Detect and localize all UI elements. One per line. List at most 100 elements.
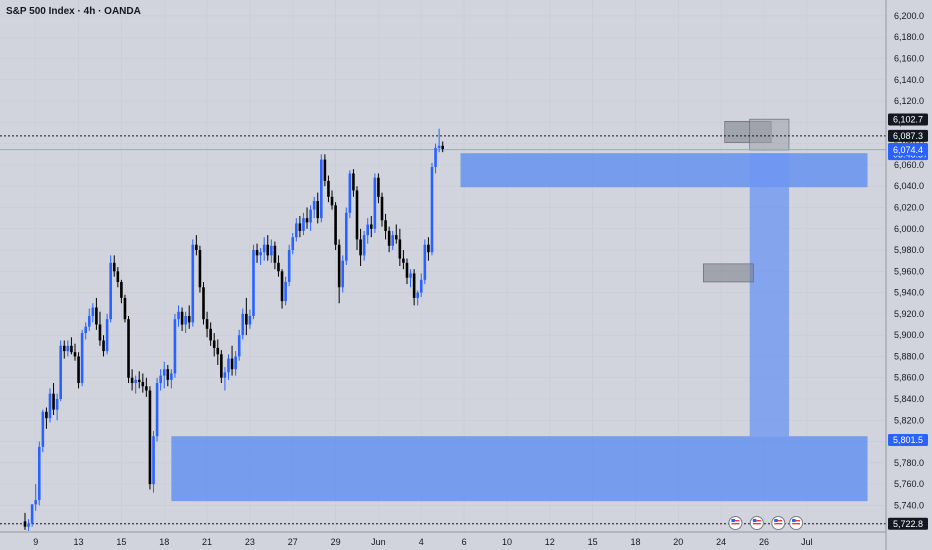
time-tick-label: 18 (630, 537, 640, 547)
candle-body (41, 411, 45, 447)
supply-zone[interactable] (460, 153, 868, 188)
price-tick-label: 6,200.0 (894, 11, 924, 21)
candle-body (84, 326, 87, 334)
time-tick-label: 10 (502, 537, 512, 547)
candle-body (227, 358, 230, 373)
economic-event-icon[interactable] (749, 516, 764, 530)
candle-body (309, 209, 312, 223)
candle-body (327, 180, 330, 197)
candle-body (80, 333, 84, 384)
candle-body (409, 273, 412, 278)
time-tick-label: Jun (371, 537, 386, 547)
candle-body (337, 244, 341, 288)
time-tick-label: 6 (462, 537, 467, 547)
candle-body (270, 245, 273, 256)
candle-body (266, 244, 270, 256)
candle-body (284, 281, 287, 302)
candle-body (305, 218, 309, 223)
candle-body (373, 177, 377, 229)
price-tick-label: 6,040.0 (894, 181, 924, 191)
time-tick-label: 15 (116, 537, 126, 547)
price-tick-label: 6,020.0 (894, 202, 924, 212)
chart-title: S&P 500 Index · 4h · OANDA (6, 6, 141, 17)
candle-body (34, 500, 38, 505)
candle-body (127, 319, 130, 378)
candle-body (173, 319, 177, 374)
candle-body (377, 177, 380, 197)
price-tick-label: 6,140.0 (894, 75, 924, 85)
candle-body (320, 159, 323, 219)
candle-body (230, 358, 234, 370)
time-tick-label: 18 (159, 537, 169, 547)
candle-body (87, 316, 91, 327)
grey-top-box-right[interactable] (749, 118, 790, 151)
svg-text:6,074.4: 6,074.4 (893, 145, 923, 155)
grey-mid-box[interactable] (702, 263, 754, 283)
candle-body (116, 271, 120, 282)
demand-zone[interactable] (171, 436, 868, 502)
candle-body (148, 390, 152, 485)
candle-body (259, 252, 262, 256)
time-tick-label: 29 (331, 537, 341, 547)
candle-body (394, 235, 398, 240)
candle-body (252, 250, 255, 317)
price-tick-label: 5,880.0 (894, 351, 924, 361)
economic-event-icon[interactable] (771, 516, 786, 530)
time-axis[interactable]: 9 13 15 18 21 23 27 29 Jun 4 6 10 12 15 18 20 24 26 Jul (33, 537, 812, 547)
candle-body (55, 399, 59, 410)
candle-body (112, 262, 116, 272)
candle-body (209, 328, 212, 341)
candle-body (341, 260, 345, 288)
candle-body (291, 237, 295, 251)
candle-body (180, 311, 184, 325)
candle-body (312, 201, 316, 210)
candle-body (323, 159, 327, 181)
candle-body (245, 313, 248, 325)
candle-body (62, 345, 66, 352)
candle-body (248, 316, 252, 325)
candle-body (345, 212, 348, 261)
time-tick-label: 15 (588, 537, 598, 547)
economic-event-icon[interactable] (728, 516, 743, 530)
candle-body (212, 340, 216, 348)
time-tick-label: 20 (673, 537, 683, 547)
price-tick-label: 5,920.0 (894, 309, 924, 319)
candle-body (198, 250, 202, 288)
price-tick-label: 6,060.0 (894, 160, 924, 170)
candle-body (437, 145, 441, 148)
candle-body (202, 287, 205, 320)
price-tick-label: 5,860.0 (894, 373, 924, 383)
projection-zone[interactable] (749, 153, 789, 437)
zones-layer (171, 118, 868, 502)
candle-body (37, 446, 41, 501)
candle-body (398, 239, 402, 259)
candle-body (123, 297, 127, 320)
price-tick-label: 5,940.0 (894, 288, 924, 298)
economic-event-icon[interactable] (789, 516, 804, 530)
candle-body (255, 250, 259, 256)
candle-body (220, 354, 223, 378)
candle-body (412, 273, 416, 298)
candle-body (434, 147, 437, 168)
svg-text:6,087.3: 6,087.3 (893, 131, 923, 141)
candle-body (387, 230, 391, 246)
candle-body (191, 244, 195, 323)
candle-body (348, 173, 352, 213)
candle-body (216, 347, 220, 355)
price-axis-label: 5,801.5 (888, 433, 928, 446)
price-axis-label: 6,102.7 (888, 113, 928, 126)
svg-text:5,801.5: 5,801.5 (893, 435, 923, 445)
price-tick-label: 5,780.0 (894, 458, 924, 468)
candle-body (316, 201, 320, 219)
candle-body (48, 393, 52, 419)
price-labels-layer: 6,102.76,087.36,075.003:48:576,074.45,80… (888, 113, 928, 530)
time-tick-label: 9 (33, 537, 38, 547)
candle-body (120, 281, 123, 298)
candle-body (441, 145, 444, 149)
time-tick-label: 26 (759, 537, 769, 547)
candle-body (352, 173, 355, 191)
candle-body (430, 167, 434, 253)
price-tick-label: 5,840.0 (894, 394, 924, 404)
candle-body (384, 220, 387, 231)
